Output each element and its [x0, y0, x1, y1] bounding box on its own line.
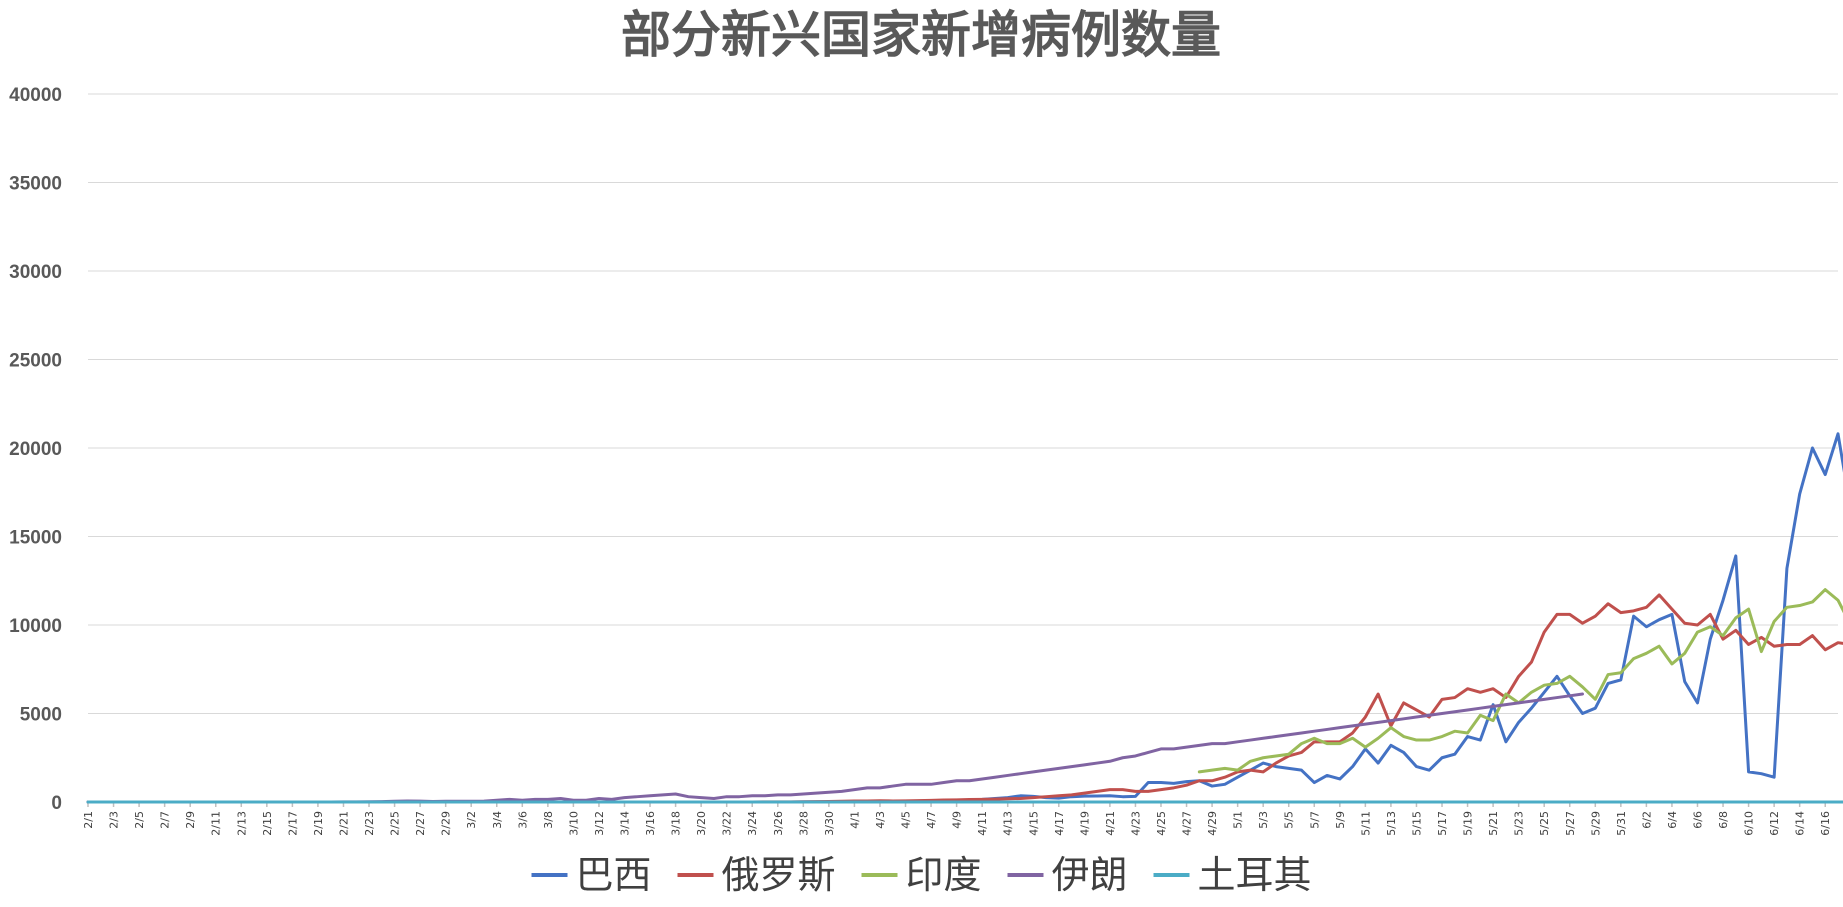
- y-tick-label: 20000: [9, 439, 62, 460]
- series-line-俄罗斯: [88, 595, 1843, 802]
- x-tick-label: 3/10: [567, 811, 580, 836]
- x-tick-label: 4/29: [1206, 811, 1219, 836]
- x-tick-label: 3/8: [542, 811, 555, 829]
- x-tick-label: 4/19: [1078, 811, 1091, 836]
- x-tick-label: 3/4: [491, 811, 504, 829]
- x-tick-label: 5/31: [1615, 811, 1628, 836]
- x-tick-label: 5/11: [1359, 811, 1372, 836]
- x-tick-label: 2/13: [235, 811, 248, 836]
- x-tick-label: 2/29: [440, 811, 453, 836]
- x-tick-label: 5/13: [1385, 811, 1398, 836]
- x-tick-label: 4/1: [848, 811, 861, 829]
- legend-label: 印度: [906, 853, 982, 897]
- x-tick-label: 3/28: [797, 811, 810, 836]
- chart-title: 部分新兴国家新增病例数量: [621, 5, 1221, 64]
- y-tick-label: 10000: [9, 616, 62, 637]
- legend-label: 巴西: [576, 853, 652, 897]
- x-tick-label: 4/15: [1027, 811, 1040, 836]
- x-tick-label: 3/14: [618, 811, 631, 836]
- y-tick-label: 5000: [20, 705, 62, 726]
- x-tick-label: 5/5: [1283, 811, 1296, 829]
- x-tick-label: 2/5: [133, 811, 146, 829]
- x-tick-label: 6/6: [1691, 811, 1704, 829]
- x-tick-label: 2/7: [159, 811, 172, 829]
- x-axis-ticks: 2/1 2/3 2/5 2/7 2/9 2/11 2/13 2/15 2/17 2/19 2/21 2…: [82, 802, 1832, 836]
- x-tick-label: 5/3: [1257, 811, 1270, 829]
- y-tick-label: 0: [51, 793, 62, 814]
- x-tick-label: 5/1: [1232, 811, 1245, 829]
- x-tick-label: 4/25: [1155, 811, 1168, 836]
- x-tick-label: 6/2: [1640, 811, 1653, 829]
- x-tick-label: 6/10: [1743, 811, 1756, 836]
- x-tick-label: 3/26: [772, 811, 785, 836]
- x-tick-label: 3/16: [644, 811, 657, 836]
- x-tick-label: 2/3: [108, 811, 121, 829]
- x-tick-label: 5/29: [1589, 811, 1602, 836]
- y-tick-label: 35000: [9, 174, 62, 195]
- x-tick-label: 4/17: [1053, 811, 1066, 836]
- x-tick-label: 5/27: [1564, 811, 1577, 836]
- legend-label: 俄罗斯: [722, 853, 836, 897]
- x-tick-label: 5/7: [1308, 811, 1321, 829]
- x-tick-label: 5/9: [1334, 811, 1347, 829]
- x-tick-label: 2/15: [261, 811, 274, 836]
- x-tick-label: 6/16: [1819, 811, 1832, 836]
- series-line-巴西: [88, 184, 1843, 802]
- series-line-伊朗: [88, 694, 1583, 802]
- x-tick-label: 3/22: [721, 811, 734, 836]
- x-tick-label: 2/17: [286, 811, 299, 836]
- x-tick-label: 4/23: [1129, 811, 1142, 836]
- x-tick-label: 6/4: [1666, 811, 1679, 829]
- y-tick-label: 40000: [9, 85, 62, 106]
- x-tick-label: 4/11: [976, 811, 989, 836]
- y-tick-label: 25000: [9, 351, 62, 372]
- x-tick-label: 3/18: [670, 811, 683, 836]
- x-tick-label: 2/23: [363, 811, 376, 836]
- legend-label: 伊朗: [1052, 853, 1128, 897]
- x-tick-label: 5/15: [1410, 811, 1423, 836]
- x-tick-label: 4/21: [1104, 811, 1117, 836]
- x-tick-label: 5/21: [1487, 811, 1500, 836]
- x-tick-label: 5/25: [1538, 811, 1551, 836]
- x-tick-label: 4/3: [874, 811, 887, 829]
- x-tick-label: 3/24: [746, 811, 759, 836]
- x-tick-label: 6/8: [1717, 811, 1730, 829]
- x-tick-label: 2/9: [184, 811, 197, 829]
- x-tick-label: 3/6: [516, 811, 529, 829]
- y-tick-label: 30000: [9, 262, 62, 283]
- y-tick-label: 15000: [9, 528, 62, 549]
- x-tick-label: 2/11: [210, 811, 223, 836]
- x-tick-label: 2/1: [82, 811, 95, 829]
- x-tick-label: 6/12: [1768, 811, 1781, 836]
- x-tick-label: 3/12: [593, 811, 606, 836]
- legend-label: 土耳其: [1198, 853, 1312, 897]
- x-tick-label: 3/30: [823, 811, 836, 836]
- x-tick-label: 5/17: [1436, 811, 1449, 836]
- x-tick-label: 5/23: [1513, 811, 1526, 836]
- x-tick-label: 4/13: [1002, 811, 1015, 836]
- x-tick-label: 4/9: [951, 811, 964, 829]
- series-lines: [88, 184, 1843, 802]
- y-axis-ticks: 0 5000 10000 15000 20000 25000 30000 35000 40000: [9, 85, 62, 814]
- legend: 巴西 俄罗斯 印度 伊朗 土耳其: [532, 853, 1312, 897]
- line-chart: 部分新兴国家新增病例数量 0 5000 10000 15000 20000 25000 30…: [0, 0, 1843, 907]
- x-tick-label: 2/19: [312, 811, 325, 836]
- x-tick-label: 4/7: [925, 811, 938, 829]
- x-tick-label: 4/5: [900, 811, 913, 829]
- x-tick-label: 3/20: [695, 811, 708, 836]
- x-tick-label: 5/19: [1462, 811, 1475, 836]
- x-tick-label: 3/2: [465, 811, 478, 829]
- x-tick-label: 4/27: [1181, 811, 1194, 836]
- x-tick-label: 2/21: [337, 811, 350, 836]
- x-tick-label: 2/25: [389, 811, 402, 836]
- x-tick-label: 2/27: [414, 811, 427, 836]
- x-tick-label: 6/14: [1794, 811, 1807, 836]
